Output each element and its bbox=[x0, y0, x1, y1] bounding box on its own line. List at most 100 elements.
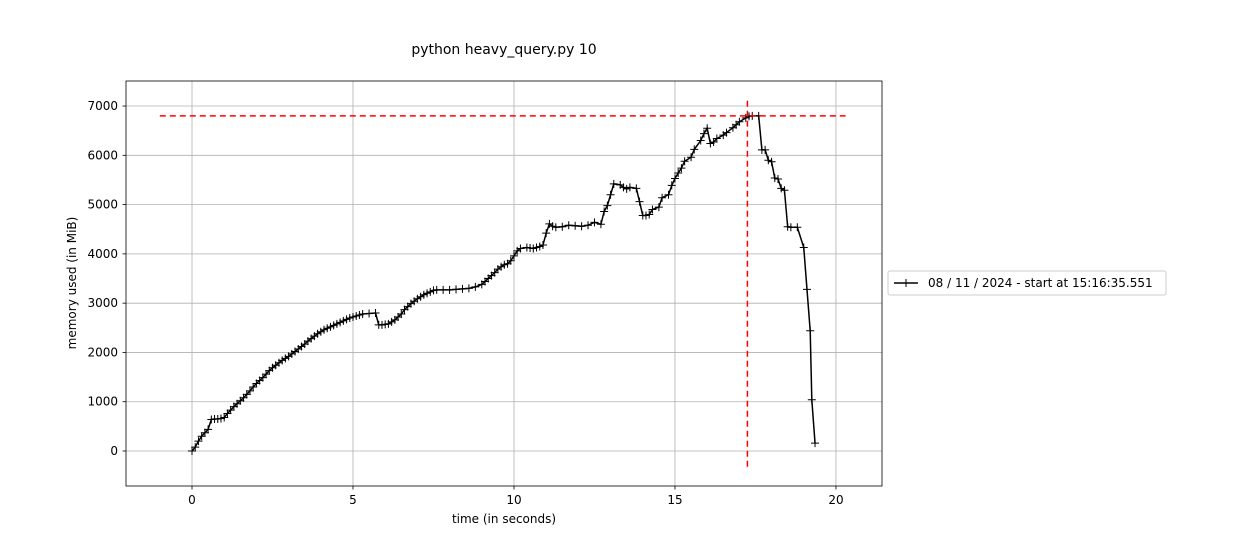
point-marker bbox=[706, 139, 715, 148]
point-marker bbox=[632, 184, 641, 193]
y-tick-label: 6000 bbox=[87, 148, 118, 162]
point-marker bbox=[645, 210, 654, 219]
point-marker bbox=[780, 186, 789, 195]
point-marker bbox=[670, 174, 679, 183]
point-marker bbox=[509, 251, 518, 260]
point-marker bbox=[194, 437, 203, 446]
point-marker bbox=[799, 243, 808, 252]
point-marker bbox=[641, 211, 650, 220]
point-marker bbox=[413, 294, 422, 303]
legend-marker bbox=[902, 279, 910, 287]
point-marker bbox=[397, 310, 406, 319]
x-tick-label: 20 bbox=[828, 493, 843, 507]
memory-line bbox=[191, 115, 816, 452]
point-marker bbox=[464, 284, 473, 293]
point-marker bbox=[200, 428, 209, 437]
x-tick-label: 10 bbox=[506, 493, 521, 507]
point-marker bbox=[603, 201, 612, 210]
point-marker bbox=[648, 205, 657, 214]
point-marker bbox=[674, 169, 683, 178]
legend-box bbox=[887, 270, 1167, 296]
point-marker bbox=[811, 439, 820, 448]
point-marker bbox=[774, 174, 783, 183]
point-marker bbox=[680, 157, 689, 166]
point-marker bbox=[658, 193, 667, 202]
point-marker bbox=[387, 317, 396, 326]
point-marker bbox=[699, 129, 708, 138]
x-tick-label: 15 bbox=[667, 493, 682, 507]
point-marker bbox=[735, 117, 744, 126]
plot-area bbox=[126, 81, 882, 486]
y-tick-label: 1000 bbox=[87, 395, 118, 409]
point-marker bbox=[600, 207, 609, 216]
point-marker bbox=[320, 325, 329, 334]
point-marker bbox=[690, 145, 699, 154]
y-tick-label: 3000 bbox=[87, 296, 118, 310]
point-marker bbox=[348, 312, 357, 321]
point-marker bbox=[329, 321, 338, 330]
point-marker bbox=[696, 136, 705, 145]
point-marker bbox=[516, 244, 525, 253]
point-marker bbox=[332, 319, 341, 328]
point-marker bbox=[490, 268, 499, 277]
point-marker bbox=[777, 184, 786, 193]
point-marker bbox=[336, 318, 345, 327]
point-marker bbox=[352, 311, 361, 320]
x-tick-label: 5 bbox=[349, 493, 357, 507]
y-axis-label: memory used (in MiB) bbox=[65, 217, 79, 350]
point-marker bbox=[426, 287, 435, 296]
point-marker bbox=[635, 197, 644, 206]
point-marker bbox=[239, 393, 248, 402]
point-marker bbox=[664, 190, 673, 199]
point-marker bbox=[423, 289, 432, 298]
point-marker bbox=[416, 292, 425, 301]
point-marker bbox=[316, 327, 325, 336]
point-marker bbox=[532, 243, 541, 252]
point-marker bbox=[278, 356, 287, 365]
point-marker bbox=[258, 373, 267, 382]
point-marker bbox=[226, 406, 235, 415]
point-marker bbox=[667, 181, 676, 190]
point-marker bbox=[220, 413, 229, 422]
point-marker bbox=[622, 184, 631, 193]
point-marker bbox=[188, 447, 197, 456]
x-tick-label: 0 bbox=[188, 493, 196, 507]
point-marker bbox=[538, 241, 547, 250]
point-marker bbox=[709, 138, 718, 147]
point-marker bbox=[712, 134, 721, 143]
point-marker bbox=[371, 309, 380, 318]
point-marker bbox=[625, 183, 634, 192]
point-marker bbox=[313, 329, 322, 338]
point-marker bbox=[497, 262, 506, 271]
point-marker bbox=[687, 153, 696, 162]
point-marker bbox=[197, 432, 206, 441]
point-marker bbox=[590, 218, 599, 227]
y-tick-label: 4000 bbox=[87, 247, 118, 261]
x-axis-label: time (in seconds) bbox=[452, 512, 556, 526]
point-marker bbox=[326, 322, 335, 331]
y-tick-label: 0 bbox=[110, 444, 118, 458]
point-marker bbox=[542, 229, 551, 238]
point-marker bbox=[767, 157, 776, 166]
point-marker bbox=[223, 409, 232, 418]
point-marker bbox=[722, 128, 731, 137]
point-marker bbox=[342, 315, 351, 324]
point-marker bbox=[249, 382, 258, 391]
point-marker bbox=[654, 203, 663, 212]
plot-frame bbox=[125, 80, 883, 487]
point-marker bbox=[802, 285, 811, 294]
point-marker bbox=[216, 414, 225, 423]
point-marker bbox=[500, 260, 509, 269]
point-marker bbox=[584, 221, 593, 230]
point-marker bbox=[761, 145, 770, 154]
point-marker bbox=[548, 222, 557, 231]
point-marker bbox=[345, 313, 354, 322]
point-marker bbox=[677, 164, 686, 173]
y-tick-label: 7000 bbox=[87, 99, 118, 113]
chart-title: python heavy_query.py 10 bbox=[411, 42, 596, 58]
point-marker bbox=[606, 190, 615, 199]
y-tick-label: 5000 bbox=[87, 198, 118, 212]
point-marker bbox=[191, 443, 200, 452]
point-marker bbox=[609, 179, 618, 188]
point-marker bbox=[471, 282, 480, 291]
